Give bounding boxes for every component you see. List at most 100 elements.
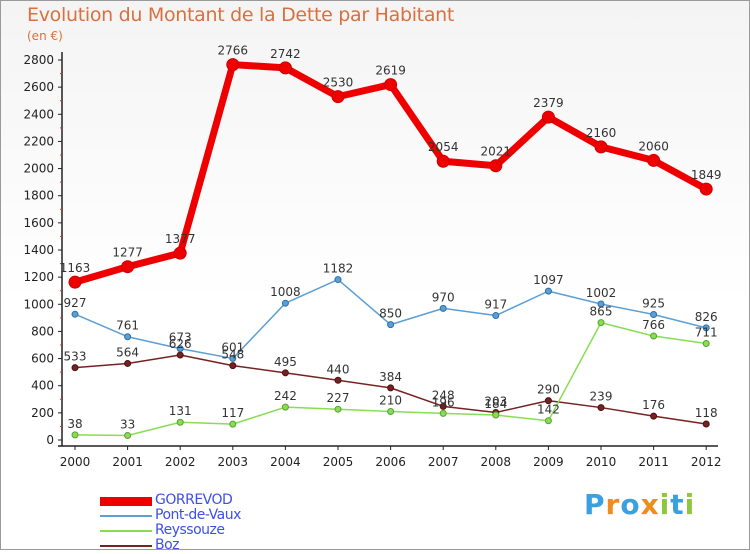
data-point: [124, 432, 132, 440]
data-label: 196: [432, 395, 455, 409]
data-label: 533: [64, 350, 87, 364]
logo-letter: r: [605, 488, 621, 521]
series-line-gorrevod: [74, 61, 708, 286]
data-label: 2054: [428, 140, 459, 154]
data-point: [331, 90, 345, 104]
data-label: 2379: [533, 96, 564, 110]
y-tick-label: 2000: [23, 162, 54, 176]
data-point: [541, 110, 555, 124]
proxiti-logo: Proxiti: [584, 488, 695, 521]
data-point: [492, 312, 500, 320]
legend-swatch: [100, 515, 152, 517]
data-point: [544, 397, 552, 405]
data-label: 118: [695, 406, 718, 420]
data-label: 564: [116, 345, 139, 359]
x-tick-label: 2011: [638, 455, 669, 469]
data-label: 850: [379, 307, 402, 321]
data-label: 176: [642, 398, 665, 412]
data-point: [647, 153, 661, 167]
data-label: 210: [379, 394, 402, 408]
data-label: 384: [379, 370, 402, 384]
data-point: [173, 246, 187, 260]
y-tick-label: 2400: [23, 107, 54, 121]
data-point: [436, 154, 450, 168]
data-point: [281, 403, 289, 411]
y-tick-label: 2800: [23, 53, 54, 67]
data-point: [702, 340, 710, 348]
data-point: [334, 405, 342, 413]
data-point: [278, 61, 292, 75]
data-label: 626: [169, 337, 192, 351]
x-tick-label: 2006: [375, 455, 406, 469]
data-label: 548: [221, 348, 244, 362]
data-label: 2160: [586, 126, 617, 140]
data-label: 227: [327, 391, 350, 405]
y-tick-label: 2200: [23, 134, 54, 148]
data-label: 131: [169, 404, 192, 418]
data-label: 38: [67, 417, 82, 431]
legend-swatch: [100, 496, 152, 506]
y-tick-label: 2600: [23, 80, 54, 94]
y-tick-label: 0: [46, 433, 54, 447]
y-tick-label: 1600: [23, 216, 54, 230]
data-label: 290: [537, 383, 560, 397]
y-tick-label: 1800: [23, 189, 54, 203]
x-tick-label: 2004: [270, 455, 301, 469]
data-point: [699, 182, 713, 196]
data-point: [439, 304, 447, 312]
data-point: [71, 431, 79, 439]
data-label: 1277: [112, 246, 143, 260]
logo-letter: t: [670, 488, 685, 521]
data-label: 927: [64, 296, 87, 310]
y-tick-label: 400: [31, 379, 54, 393]
data-label: 865: [590, 305, 613, 319]
logo-letter: o: [620, 488, 641, 521]
legend-label: GORREVOD: [155, 492, 233, 508]
data-point: [597, 319, 605, 327]
data-label: 1163: [60, 261, 91, 275]
data-label: 2742: [270, 47, 301, 61]
y-tick-label: 1400: [23, 243, 54, 257]
data-label: 2530: [323, 76, 354, 90]
data-point: [68, 275, 82, 289]
y-tick-label: 600: [31, 352, 54, 366]
data-label: 673: [169, 331, 192, 345]
data-label: 440: [327, 362, 350, 376]
logo-letter: x: [640, 488, 660, 521]
x-tick-label: 2005: [323, 455, 354, 469]
chart-axes: 0 200 400 600 800 1000 1200 1400 1600 1800 2000 220…: [23, 52, 721, 469]
data-point: [597, 404, 605, 412]
data-point: [281, 369, 289, 377]
legend-swatch: [100, 545, 152, 547]
data-point: [650, 332, 658, 340]
series-points: [68, 58, 713, 440]
data-point: [387, 384, 395, 392]
data-label: 1008: [270, 285, 301, 299]
data-label: 242: [274, 389, 297, 403]
data-point: [597, 300, 605, 308]
data-label: 1097: [533, 273, 564, 287]
data-point: [387, 321, 395, 329]
data-point: [71, 364, 79, 372]
y-tick-label: 1200: [23, 270, 54, 284]
data-point: [176, 345, 184, 353]
data-label: 248: [432, 388, 455, 402]
data-label: 826: [695, 310, 718, 324]
x-tick-label: 2008: [481, 455, 512, 469]
data-label: 917: [484, 298, 507, 312]
x-tick-label: 2009: [533, 455, 564, 469]
data-point: [71, 310, 79, 318]
data-point: [334, 276, 342, 284]
data-label: 239: [590, 390, 613, 404]
data-point: [544, 417, 552, 425]
data-label: 711: [695, 326, 718, 340]
data-point: [439, 409, 447, 417]
data-label: 1849: [691, 168, 722, 182]
data-point: [387, 408, 395, 415]
data-label: 925: [642, 296, 665, 310]
data-point: [121, 260, 135, 274]
x-tick-label: 2000: [60, 455, 91, 469]
legend-label: Reyssouze: [155, 522, 225, 538]
data-point: [229, 362, 237, 370]
